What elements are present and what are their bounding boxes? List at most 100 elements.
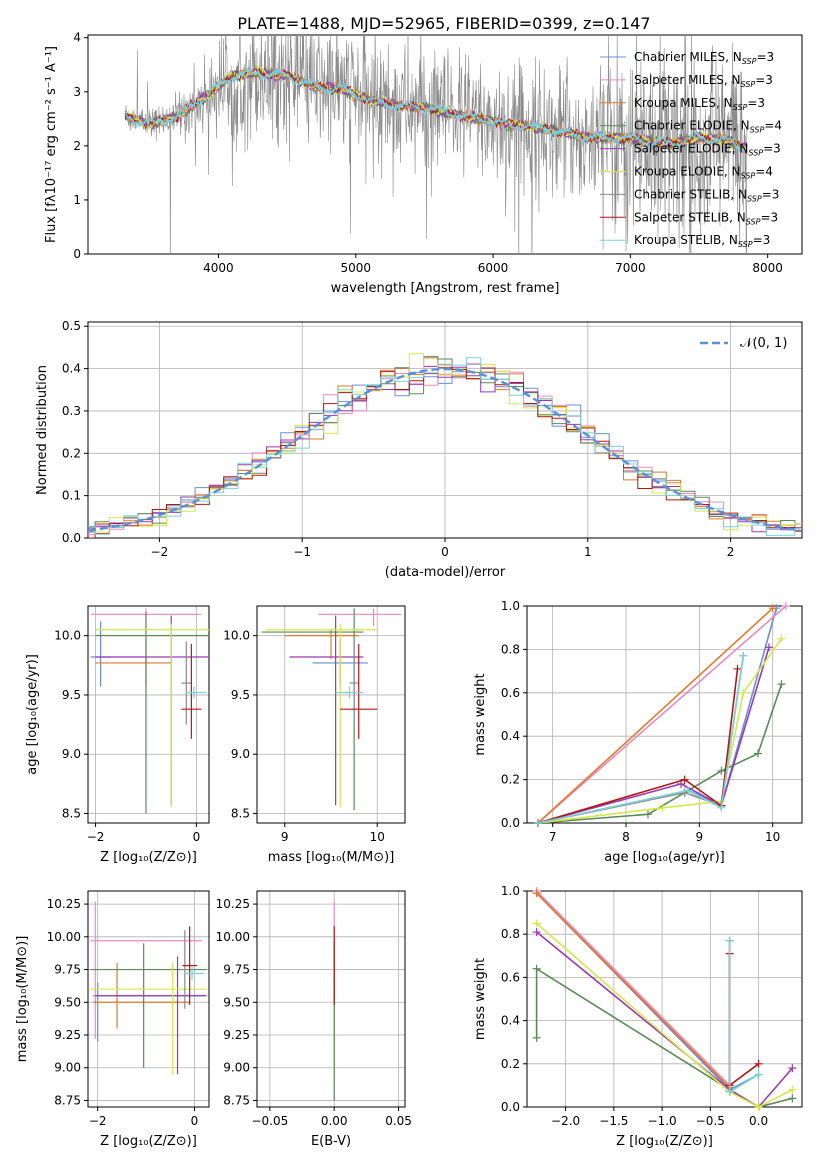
x-tick-label: 4000	[203, 261, 234, 275]
legend-label: Salpeter STELIB, NSSP=3	[634, 210, 778, 226]
y-axis-label: mass [log₁₀(M/M⊙)]	[15, 936, 30, 1063]
y-tick-label: 0.4	[501, 729, 520, 743]
y-axis-label: age [log₁₀(age/yr)]	[25, 654, 40, 775]
errorbar-point	[340, 643, 378, 739]
axes-frame	[256, 605, 406, 824]
y-tick-label: 0.0	[501, 816, 520, 830]
x-axis-label: age [log₁₀(age/yr)]	[604, 850, 725, 865]
x-axis-label: mass [log₁₀(M/M⊙)]	[268, 850, 395, 865]
x-tick-label: 0.05	[385, 1114, 412, 1128]
y-tick-label: 1.0	[501, 884, 520, 898]
series-marker	[680, 775, 689, 784]
legend-label: Chabrier ELODIE, NSSP=4	[634, 119, 782, 135]
y-tick-label: 10.0	[54, 629, 81, 643]
axes-frame	[256, 890, 406, 1108]
massweight_vs_Z-panel: −2.0 −1.5 −1.0 −0.5 0.0 0.0 0.2 0.4 0.6 0.8 1.0 Z […	[473, 884, 803, 1149]
y-tick-label: 0.0	[62, 531, 81, 545]
x-tick-label: 1	[584, 545, 592, 559]
y-tick-label: 0.8	[501, 927, 520, 941]
series-marker	[777, 634, 786, 643]
y-tick-label: 10.25	[47, 897, 81, 911]
mass_vs_Z-panel: −2 0 8.75 9.00 9.25 9.50 9.75 10.00 10.25 Z [log₁…	[15, 890, 210, 1149]
y-tick-label: 0.3	[62, 404, 81, 418]
errorbar-point	[318, 608, 402, 627]
axes-frame	[526, 605, 803, 824]
x-tick-label: 8000	[752, 261, 783, 275]
errorbar-point	[284, 629, 359, 660]
x-tick-label: −1.0	[648, 1114, 677, 1128]
x-tick-label: −2	[151, 545, 169, 559]
y-tick-label: 1	[73, 193, 81, 207]
errorbar-point	[266, 623, 378, 808]
spectrum-model-salpeter-stelib	[124, 66, 748, 155]
x-tick-label: −1	[293, 545, 311, 559]
series-marker	[788, 1064, 797, 1073]
y-tick-label: 8.5	[231, 807, 250, 821]
series-marker	[717, 803, 726, 812]
age_vs_Z-panel: −2 0 8.5 9.0 9.5 10.0 Z [log₁₀(Z/Z⊙)] age [log₁…	[25, 605, 210, 865]
hist-chabrier-miles	[88, 363, 802, 533]
x-tick-label: −0.5	[696, 1114, 725, 1128]
series-line	[728, 940, 760, 1094]
series-marker	[532, 964, 541, 973]
y-tick-label: 8.75	[54, 1093, 81, 1107]
age_vs_mass-panel: 9 10 8.5 9.0 9.5 10.0 mass [log₁₀(M/M⊙)]	[223, 605, 406, 865]
x-tick-label: 9	[281, 830, 289, 844]
errorbar-point	[90, 963, 207, 1075]
series-marker	[754, 1059, 763, 1068]
y-tick-label: 9.0	[231, 747, 250, 761]
y-tick-label: 8.5	[62, 807, 81, 821]
x-axis-label: (data-model)/error	[385, 565, 506, 580]
hist-chabrier-elodie	[88, 356, 802, 532]
series-line	[537, 606, 787, 823]
y-tick-label: 10.0	[223, 629, 250, 643]
series-marker	[781, 602, 790, 610]
errorbar-point	[95, 956, 207, 1075]
errorbar-point	[90, 621, 111, 687]
series-marker	[725, 1087, 734, 1096]
series-marker	[788, 1094, 797, 1103]
series-line	[537, 638, 783, 823]
x-tick-label: 0	[191, 1114, 199, 1128]
series-line	[535, 967, 793, 1107]
y-tick-label: 0.6	[501, 970, 520, 984]
y-tick-label: 0	[73, 247, 81, 261]
x-axis-label: Z [log₁₀(Z/Z⊙)]	[100, 1134, 197, 1149]
errorbar-point	[95, 615, 209, 806]
series-marker	[765, 643, 773, 652]
series-marker	[658, 803, 667, 812]
spectrum-legend: Chabrier MILES, NSSP=3 Salpeter MILES, NS…	[600, 50, 782, 249]
series-line	[537, 683, 783, 823]
spectrum-data-line	[124, 35, 748, 254]
series-marker	[717, 766, 726, 775]
y-tick-label: 10.00	[47, 930, 81, 944]
figure-title: PLATE=1488, MJD=52965, FIBERID=0399, z=0…	[237, 14, 650, 33]
axes-frame	[87, 605, 210, 824]
y-tick-label: 0.8	[501, 642, 520, 656]
series-line	[537, 668, 739, 823]
y-tick-label: 9.5	[231, 688, 250, 702]
series-line	[537, 655, 745, 823]
series-marker	[768, 604, 777, 613]
y-tick-label: 10.25	[216, 897, 250, 911]
x-tick-label: 10	[370, 830, 385, 844]
errorbar-point	[92, 982, 205, 1042]
y-tick-label: 0.4	[501, 1014, 520, 1028]
series-marker	[532, 889, 541, 898]
y-tick-label: 1.0	[501, 599, 520, 613]
errorbar-point	[182, 926, 197, 1005]
y-tick-label: 9.75	[223, 963, 250, 977]
y-tick-label: 3	[73, 85, 81, 99]
x-tick-label: 0	[441, 545, 449, 559]
series-marker	[788, 1085, 797, 1094]
series-marker	[739, 651, 748, 660]
errorbar-point	[289, 615, 364, 806]
legend-label: Salpeter MILES, NSSP=3	[634, 73, 773, 89]
x-tick-label: 6000	[478, 261, 509, 275]
y-tick-label: 8.75	[223, 1093, 250, 1107]
y-tick-label: 0.4	[62, 362, 81, 376]
errorbar-point	[184, 966, 205, 981]
errorbar-point	[90, 901, 202, 1039]
